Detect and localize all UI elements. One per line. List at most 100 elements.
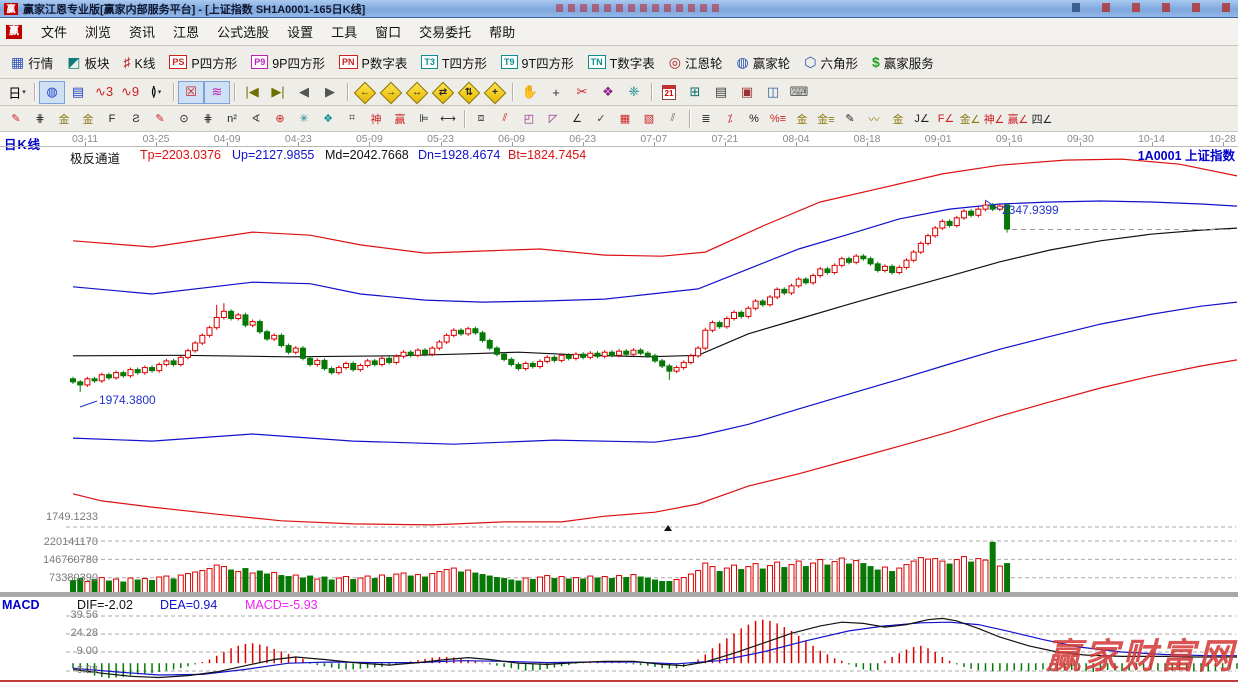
tool-mini-chart-9[interactable]: ∿9 <box>117 81 143 104</box>
tool-shen-angle[interactable]: 神∠ <box>982 108 1006 130</box>
tool-expand-horizontal[interactable]: ↔ <box>404 81 430 104</box>
toolbar-button-gann-wheel[interactable]: ◎ 江恩轮 <box>662 49 730 76</box>
tool-gann-shape-tool[interactable]: ❖ <box>595 81 621 104</box>
tool-step-forward[interactable]: ▶ <box>317 81 343 104</box>
menu-item-1[interactable]: 浏览 <box>85 25 112 40</box>
toolbar-button-t-square[interactable]: T3 T四方形 <box>414 49 494 76</box>
menu-item-4[interactable]: 公式选股 <box>217 25 270 40</box>
toolbar-button-p-number-table[interactable]: PN P数字表 <box>332 49 414 76</box>
tool-mini-chart-3[interactable]: ∿3 <box>91 81 117 104</box>
tool-grid-red[interactable]: ▦ <box>613 108 637 130</box>
tool-gold-circle[interactable]: 金 <box>790 108 814 130</box>
tool-j-angle[interactable]: J∠ <box>910 108 934 130</box>
toolbar-button-winner-wheel[interactable]: ◍ 赢家轮 <box>730 49 798 76</box>
tool-check-lines[interactable]: ✓ <box>589 108 613 130</box>
tool-pencil[interactable]: ✎ <box>4 108 28 130</box>
tool-network-link[interactable]: ◫ <box>760 81 786 104</box>
tool-skip-to-end[interactable]: ▶| <box>265 81 291 104</box>
tool-period-day-selector[interactable]: 日 ▾ <box>4 81 30 104</box>
tool-step-back[interactable]: ◀ <box>291 81 317 104</box>
tool-percent[interactable]: % <box>742 108 766 130</box>
tool-candle-style[interactable]: ≬ ▾ <box>143 81 169 104</box>
tool-ruler-123[interactable]: ⊫ <box>412 108 436 130</box>
tool-grid-arrow[interactable]: ▧ <box>637 108 661 130</box>
menu-item-0[interactable]: 文件 <box>41 25 68 40</box>
tool-volume-profile[interactable]: ≋ <box>204 80 230 104</box>
menu-item-6[interactable]: 工具 <box>331 25 358 40</box>
tool-calculator[interactable]: ⊞ <box>682 81 708 104</box>
tool-ying-angle[interactable]: 赢∠ <box>1006 108 1030 130</box>
chart-area[interactable]: 日K线 03-11 03-25 04-09 04-23 05-09 05-23 06-09 0… <box>0 132 1238 682</box>
toolbar-button-t-number-table[interactable]: TN T数字表 <box>581 49 662 76</box>
tool-fib-levels[interactable]: ≣ <box>694 108 718 130</box>
tool-crystal-ball-view[interactable]: ◍ <box>39 80 65 104</box>
menu-item-2[interactable]: 资讯 <box>129 25 156 40</box>
tool-parallel-lines[interactable]: ⫽ <box>661 108 685 130</box>
tool-percent-levels[interactable]: %≡ <box>766 108 790 130</box>
menu-item-5[interactable]: 设置 <box>287 25 314 40</box>
tool-circle-cross[interactable]: ⊕ <box>268 108 292 130</box>
tool-f-grid[interactable]: F <box>100 108 124 130</box>
tool-pattern-tool[interactable]: ❈ <box>621 81 647 104</box>
tool-speed-fan[interactable]: ⫽ <box>493 108 517 130</box>
tool-candle-pencil[interactable]: ✎ <box>838 108 862 130</box>
tool-percent-angle[interactable]: ⁒ <box>718 108 742 130</box>
tool-spiral[interactable]: Ƨ <box>124 108 148 130</box>
tool-info-panel[interactable]: ▤ <box>65 81 91 104</box>
tool-price-grid[interactable]: ⌗ <box>340 108 364 130</box>
kline-chart-canvas[interactable] <box>0 132 1238 682</box>
tool-mirror-angle[interactable]: ∢ <box>244 108 268 130</box>
tool-highlight-tool[interactable]: ☒ <box>178 80 204 104</box>
panel-separator[interactable] <box>0 592 1238 597</box>
tool-measure-horizontal[interactable]: ⟷ <box>436 108 460 130</box>
toolbar-button-p-square[interactable]: PS P四方形 <box>162 49 244 76</box>
tool-gold-grid-2[interactable]: 金 <box>76 108 100 130</box>
toolbar-button-sectors[interactable]: ◩ 板块 <box>60 49 116 76</box>
tool-compress-vertical[interactable]: ⇅ <box>456 81 482 104</box>
tool-calendar[interactable]: 21 <box>656 81 682 104</box>
tool-crosshair[interactable]: + <box>543 81 569 104</box>
tool-hand-pan[interactable]: ✋ <box>517 81 543 104</box>
tool-print[interactable]: ⌨ <box>786 81 812 104</box>
tool-box-frame[interactable]: ⧈ <box>469 108 493 130</box>
tool-pan-right[interactable]: → <box>378 81 404 104</box>
tool-gold-box[interactable]: 金 <box>886 108 910 130</box>
tool-zoom-all[interactable]: + <box>482 81 508 104</box>
menu-item-7[interactable]: 窗口 <box>375 25 402 40</box>
tool-shen-tool[interactable]: 神 <box>364 108 388 130</box>
tool-box-fan[interactable]: ◸ <box>541 108 565 130</box>
toolbar-button-kline[interactable]: ♯ K线 <box>117 49 163 76</box>
tool-gann-wheel-small[interactable]: ✳ <box>292 108 316 130</box>
candle-body <box>184 350 191 358</box>
toolbar-button-hexagon[interactable]: ⬡ 六角形 <box>797 49 865 76</box>
tool-grid-ruler[interactable]: ⋕ <box>28 108 52 130</box>
tool-angle-lines[interactable]: ∠ <box>565 108 589 130</box>
toolbar-button-quotes[interactable]: ▦ 行情 <box>4 49 60 76</box>
tool-scissors[interactable]: ✂ <box>569 81 595 104</box>
tool-save-image[interactable]: ▣ <box>734 81 760 104</box>
tool-gold-levels[interactable]: 金≡ <box>814 108 838 130</box>
tool-si-angle[interactable]: 四∠ <box>1030 108 1054 130</box>
tool-ying-tool[interactable]: 赢 <box>388 108 412 130</box>
menu-item-8[interactable]: 交易委托 <box>419 25 472 40</box>
tool-gold-wave[interactable]: 〰 <box>862 108 886 130</box>
tool-fan-box[interactable]: ◰ <box>517 108 541 130</box>
toolbar-button-9p-square[interactable]: P9 9P四方形 <box>244 49 332 76</box>
tool-pan-left[interactable]: ← <box>352 81 378 104</box>
menu-item-9[interactable]: 帮助 <box>489 25 516 40</box>
tool-gold-angle[interactable]: 金∠ <box>958 108 982 130</box>
title-bar[interactable]: 赢 赢家江恩专业版[赢家内部服务平台] - [上证指数 SH1A0001-165… <box>0 0 1238 18</box>
tool-gold-grid-1[interactable]: 金 <box>52 108 76 130</box>
tool-circle-grid[interactable]: ⊙ <box>172 108 196 130</box>
tool-n-squared[interactable]: n² <box>220 108 244 130</box>
tool-web-grid[interactable]: ❖ <box>316 108 340 130</box>
toolbar-button-winner-service[interactable]: $ 赢家服务 <box>865 49 941 76</box>
toolbar-button-9t-square[interactable]: T9 9T四方形 <box>494 49 581 76</box>
tool-comb-grid[interactable]: ⋕ <box>196 108 220 130</box>
menu-item-3[interactable]: 江恩 <box>173 25 200 40</box>
tool-f-angle[interactable]: F∠ <box>934 108 958 130</box>
tool-notepad[interactable]: ▤ <box>708 81 734 104</box>
tool-compress-horizontal[interactable]: ⇄ <box>430 81 456 104</box>
tool-skip-to-start[interactable]: |◀ <box>239 81 265 104</box>
tool-pencil-2[interactable]: ✎ <box>148 108 172 130</box>
